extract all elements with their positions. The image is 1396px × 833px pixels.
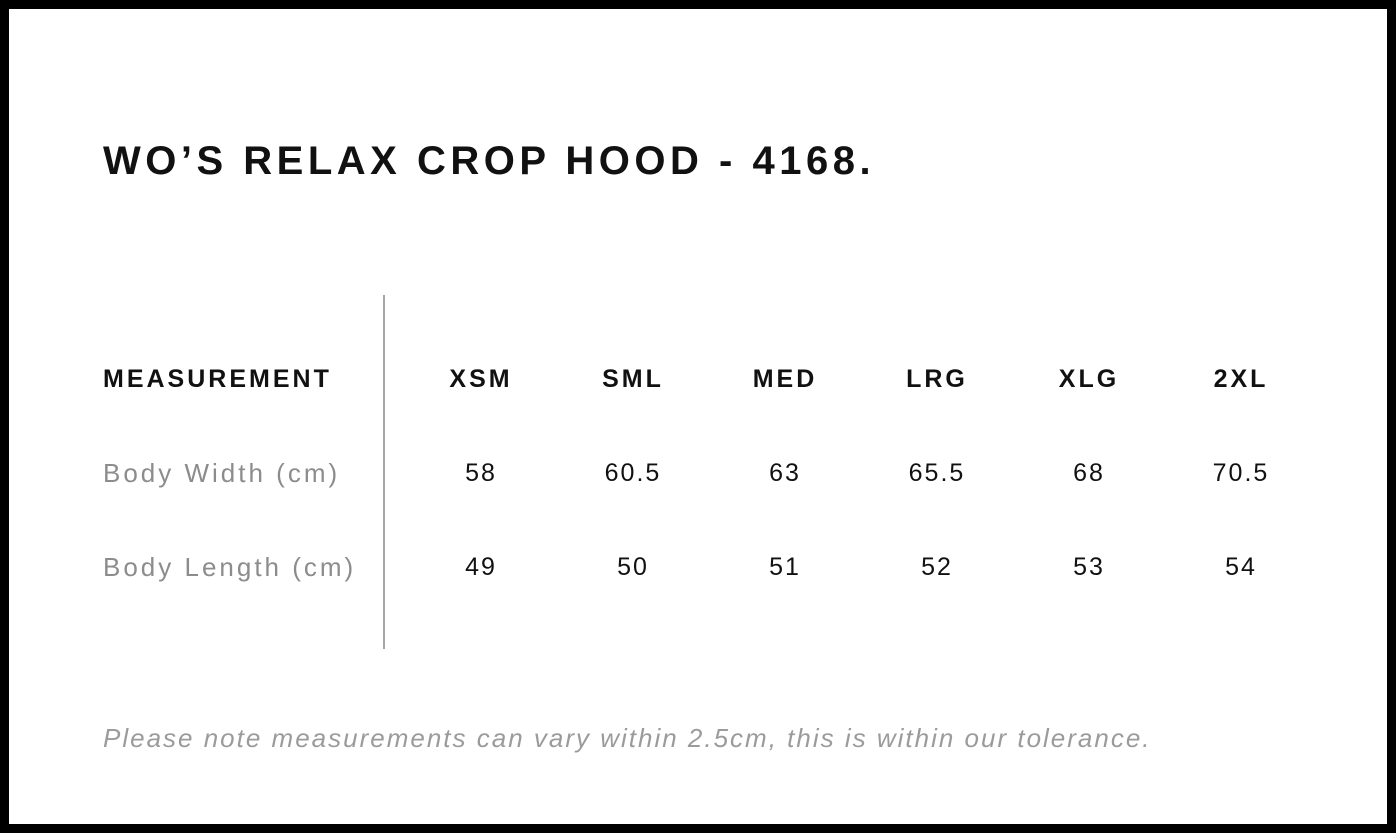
tolerance-note: Please note measurements can vary within… bbox=[103, 723, 1152, 753]
size-table: MEASUREMENT XSM SML MED LRG XLG 2XL Body… bbox=[103, 332, 1317, 614]
size-column-header-2xl: 2XL bbox=[1213, 364, 1269, 393]
body-length-xlg: 53 bbox=[1073, 552, 1105, 581]
size-column-header-lrg: LRG bbox=[906, 364, 968, 393]
body-length-lrg: 52 bbox=[921, 552, 953, 581]
row-label-body-length: Body Length (cm) bbox=[103, 551, 357, 582]
body-width-2xl: 70.5 bbox=[1212, 458, 1270, 487]
body-width-sml: 60.5 bbox=[604, 458, 662, 487]
body-length-xsm: 49 bbox=[465, 552, 497, 581]
body-width-xlg: 68 bbox=[1073, 458, 1105, 487]
page-title: WO’S RELAX CROP HOOD - 4168. bbox=[103, 138, 876, 183]
body-length-med: 51 bbox=[769, 552, 801, 581]
size-column-header-xlg: XLG bbox=[1058, 364, 1120, 393]
body-width-med: 63 bbox=[769, 458, 801, 487]
size-column-header-med: MED bbox=[752, 364, 818, 393]
body-width-xsm: 58 bbox=[465, 458, 497, 487]
size-column-header-xsm: XSM bbox=[449, 364, 513, 393]
body-width-lrg: 65.5 bbox=[908, 458, 966, 487]
row-label-body-width: Body Width (cm) bbox=[103, 457, 341, 488]
measurement-header: MEASUREMENT bbox=[103, 364, 332, 393]
body-length-2xl: 54 bbox=[1225, 552, 1257, 581]
size-column-header-sml: SML bbox=[602, 364, 664, 393]
column-divider bbox=[383, 295, 385, 649]
body-length-sml: 50 bbox=[617, 552, 649, 581]
